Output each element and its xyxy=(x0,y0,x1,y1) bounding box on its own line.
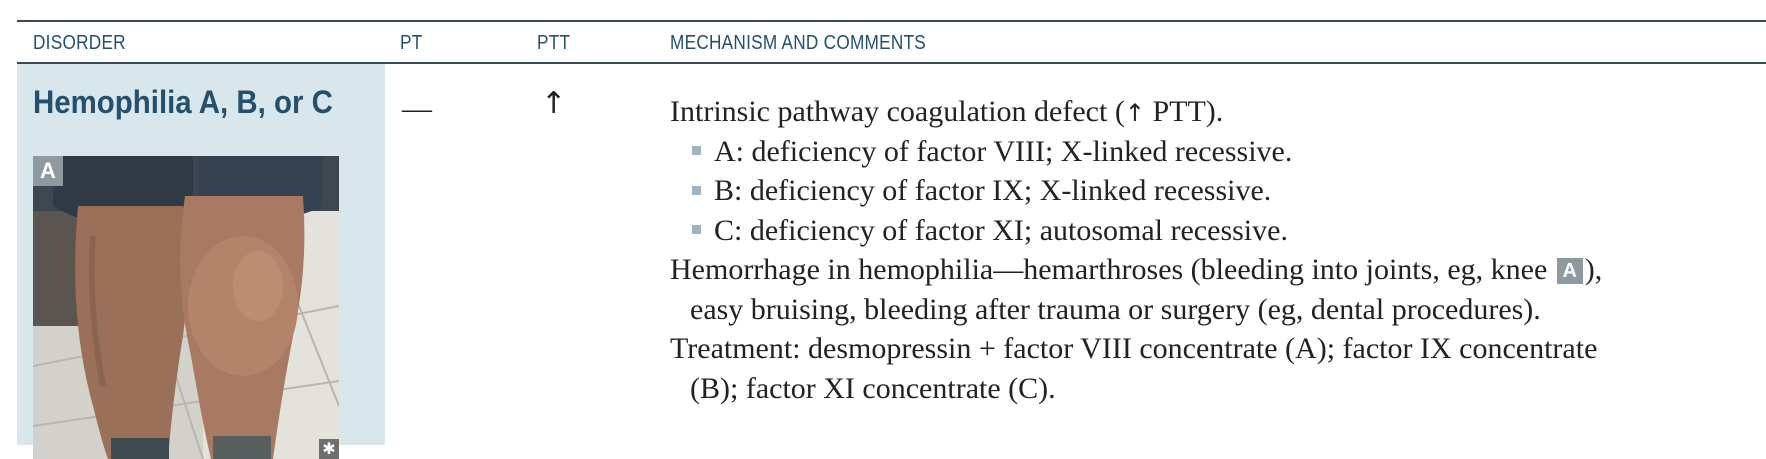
bullet-icon xyxy=(692,146,701,156)
bullet-text-a: A: deficiency of factor VIII; X-linked r… xyxy=(714,134,1293,168)
disorder-name: Hemophilia A, B, or C xyxy=(33,84,333,120)
hemorrhage-cont: easy bruising, bleeding after trauma or … xyxy=(690,292,1541,326)
header-ptt: PTT xyxy=(537,32,571,54)
table-header: DISORDER PT PTT MECHANISM AND COMMENTS xyxy=(17,22,1766,62)
bullet-icon xyxy=(692,225,701,235)
bullet-item-a: A: deficiency of factor VIII; X-linked r… xyxy=(670,132,1766,172)
knee-photo: A ✱ xyxy=(33,156,339,459)
header-mechanism: MECHANISM AND COMMENTS xyxy=(670,32,927,54)
hemorrhage-text-a: Hemorrhage in hemophilia—hemarthroses (b… xyxy=(670,253,1555,286)
image-label-a: A xyxy=(33,156,63,186)
bullet-item-c: C: deficiency of factor XI; autosomal re… xyxy=(670,211,1766,251)
header-disorder: DISORDER xyxy=(33,32,126,54)
hemorrhage-line: Hemorrhage in hemophilia—hemarthroses (b… xyxy=(670,250,1766,290)
mechanism-intro-a: Intrinsic pathway coagulation defect ( xyxy=(670,95,1125,128)
mechanism-intro: Intrinsic pathway coagulation defect (↑ … xyxy=(670,92,1766,132)
hemorrhage-text-b: ), xyxy=(1584,253,1603,286)
bullet-item-b: B: deficiency of factor IX; X-linked rec… xyxy=(670,171,1766,211)
bullet-text-b: B: deficiency of factor IX; X-linked rec… xyxy=(714,174,1272,207)
knee-photo-illustration xyxy=(33,156,339,459)
bullet-text-c: C: deficiency of factor XI; autosomal re… xyxy=(714,213,1288,247)
pt-value: — xyxy=(402,92,432,125)
asterisk-icon: ✱ xyxy=(319,439,339,459)
mechanism-text: Intrinsic pathway coagulation defect (↑ … xyxy=(670,92,1766,408)
treatment-cont: (B); factor XI concentrate (C). xyxy=(690,371,1056,405)
mechanism-intro-b: PTT). xyxy=(1144,95,1224,128)
header-pt: PT xyxy=(400,32,423,54)
top-rule xyxy=(17,20,1766,22)
bullet-icon xyxy=(692,185,701,195)
up-arrow-icon: ↑ xyxy=(1124,99,1145,127)
disorder-table: DISORDER PT PTT MECHANISM AND COMMENTS H… xyxy=(17,20,1766,459)
treatment-line: Treatment: desmopressin + factor VIII co… xyxy=(670,332,1598,365)
ptt-value: ↑ xyxy=(541,86,567,121)
disorder-cell: Hemophilia A, B, or C xyxy=(17,64,385,459)
header-rule xyxy=(17,62,1766,64)
image-ref-badge: A xyxy=(1556,258,1583,284)
